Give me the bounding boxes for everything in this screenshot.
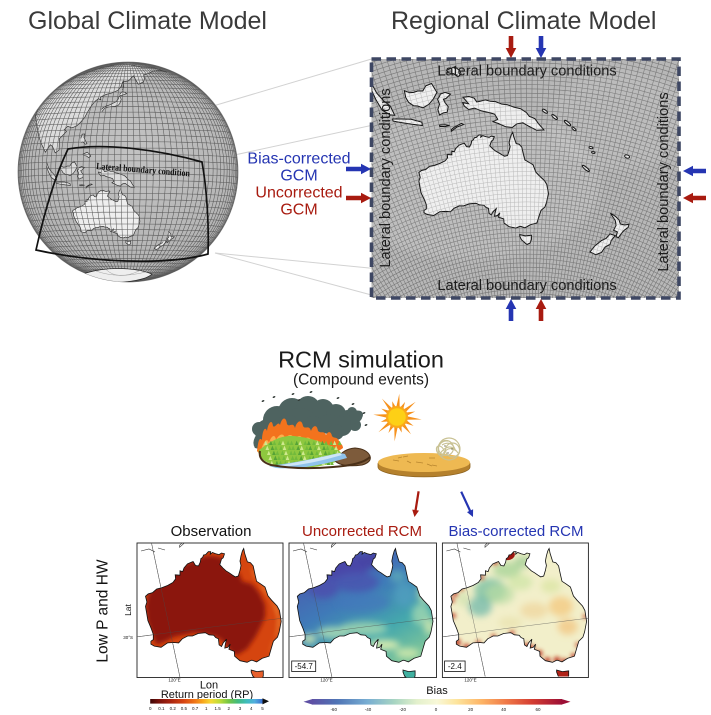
svg-text:0.7: 0.7	[192, 706, 199, 711]
svg-text:-40: -40	[365, 707, 372, 712]
svg-text:Bias-corrected RCM: Bias-corrected RCM	[448, 523, 583, 540]
svg-text:Lateral boundary conditions: Lateral boundary conditions	[437, 278, 616, 294]
svg-text:Bias: Bias	[426, 685, 448, 697]
svg-text:-2.4: -2.4	[448, 662, 462, 671]
svg-text:-54.7: -54.7	[295, 662, 314, 671]
svg-text:Uncorrected: Uncorrected	[255, 185, 342, 202]
svg-text:20: 20	[468, 707, 474, 712]
svg-text:1.5: 1.5	[214, 706, 221, 711]
svg-text:GCM: GCM	[280, 202, 317, 219]
svg-text:0.5: 0.5	[181, 706, 188, 711]
svg-text:Bias-corrected: Bias-corrected	[247, 151, 350, 168]
svg-text:5: 5	[261, 706, 264, 711]
svg-text:Uncorrected RCM: Uncorrected RCM	[302, 523, 422, 540]
svg-text:60: 60	[535, 707, 541, 712]
svg-text:Regional Climate Model: Regional Climate Model	[391, 7, 656, 35]
svg-text:4: 4	[250, 706, 253, 711]
svg-text:2: 2	[228, 706, 231, 711]
svg-text:-20: -20	[399, 707, 406, 712]
svg-text:Lateral boundary conditions: Lateral boundary conditions	[656, 92, 672, 271]
svg-text:Lon: Lon	[200, 680, 218, 692]
svg-text:Low P and HW: Low P and HW	[95, 559, 112, 662]
svg-text:Global Climate Model: Global Climate Model	[28, 7, 267, 35]
svg-text:Lateral boundary conditions: Lateral boundary conditions	[378, 88, 394, 267]
svg-text:0: 0	[149, 706, 152, 711]
svg-text:120°E: 120°E	[320, 678, 332, 683]
svg-text:120°E: 120°E	[168, 678, 180, 683]
svg-text:-60: -60	[330, 707, 337, 712]
svg-text:0.2: 0.2	[170, 706, 177, 711]
svg-text:Return period (RP): Return period (RP)	[161, 689, 253, 701]
svg-text:Lateral boundary conditions: Lateral boundary conditions	[437, 64, 616, 80]
svg-text:1: 1	[205, 706, 208, 711]
svg-text:Lat: Lat	[123, 603, 133, 615]
svg-text:Observation: Observation	[171, 523, 252, 540]
svg-text:(Compound events): (Compound events)	[293, 372, 429, 389]
svg-text:3: 3	[239, 706, 242, 711]
svg-text:40: 40	[501, 707, 507, 712]
svg-text:120°E: 120°E	[464, 678, 476, 683]
svg-text:0: 0	[435, 707, 438, 712]
svg-text:RCM simulation: RCM simulation	[278, 347, 444, 373]
svg-text:0.1: 0.1	[158, 706, 165, 711]
svg-text:GCM: GCM	[280, 168, 317, 185]
svg-text:30°S: 30°S	[123, 635, 133, 640]
